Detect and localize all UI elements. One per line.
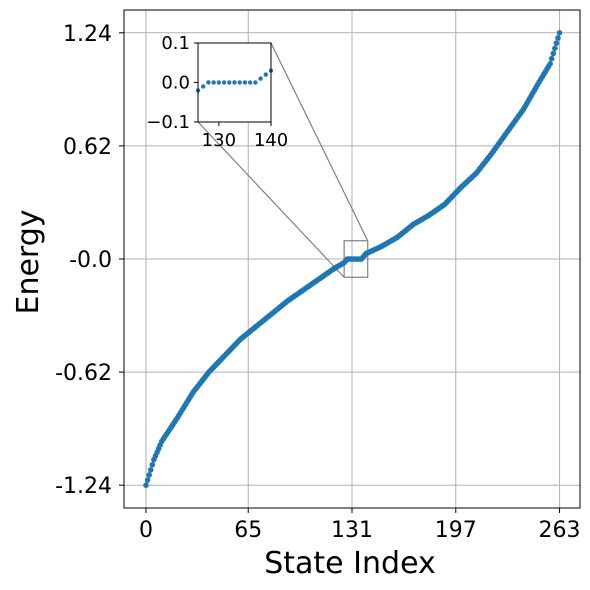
inset-data-point	[242, 80, 248, 85]
data-point	[550, 50, 557, 57]
inset-y-tick-label: −0.1	[146, 112, 190, 133]
inset-data-point	[227, 80, 232, 85]
inset-x-ticks: 130 140	[202, 122, 288, 151]
inset-data-point	[263, 72, 268, 77]
x-axis-ticks: 0 65 131 197 263	[139, 508, 581, 543]
data-point	[555, 35, 561, 41]
zoom-connector	[197, 121, 345, 278]
data-point	[147, 467, 154, 473]
y-axis-label: Energy	[11, 209, 46, 314]
data-point	[143, 482, 149, 488]
inset-data-point	[206, 80, 211, 85]
x-tick-label: 263	[539, 518, 581, 543]
data-series	[143, 30, 563, 488]
data-point	[547, 61, 553, 67]
inset-data-point	[247, 80, 253, 85]
y-tick-label: -0.0	[69, 248, 112, 273]
inset-data-point	[201, 84, 206, 89]
inset-data-series	[195, 68, 274, 93]
y-tick-label: 0.62	[63, 135, 112, 160]
y-tick-label: 1.24	[63, 22, 112, 47]
data-point	[556, 30, 563, 36]
x-tick-label: 197	[435, 518, 477, 543]
inset-y-tick-label: 0.1	[161, 33, 190, 54]
y-tick-label: -0.62	[55, 361, 112, 386]
x-tick-label: 65	[234, 518, 262, 543]
inset-x-tick-label: 140	[254, 130, 288, 151]
inset-data-point	[221, 80, 227, 85]
zoom-connector	[270, 42, 369, 242]
inset-data-point	[258, 76, 263, 81]
data-point	[144, 477, 151, 483]
inset-x-tick-label: 130	[202, 130, 236, 151]
inset-data-point	[237, 80, 242, 85]
inset-y-tick-label: 0.0	[161, 73, 190, 94]
y-tick-label: -1.24	[55, 474, 112, 499]
inset-data-point	[253, 80, 258, 85]
inset-data-point	[216, 80, 222, 85]
inset-data-point	[211, 80, 216, 85]
inset-y-ticks: −0.1 0.0 0.1	[146, 33, 198, 133]
data-point	[149, 461, 156, 468]
x-axis-label: State Index	[264, 546, 436, 581]
x-tick-label: 131	[331, 518, 373, 543]
x-tick-label: 0	[139, 518, 153, 543]
inset-data-point	[232, 80, 237, 85]
inset-zoom: 130 140 −0.1 0.0 0.1	[146, 33, 288, 151]
data-point	[146, 472, 152, 478]
data-point	[552, 45, 558, 52]
data-point	[553, 40, 560, 46]
data-point	[548, 55, 555, 62]
y-axis-ticks: -1.24 -0.62 -0.0 0.62 1.24	[55, 22, 124, 499]
